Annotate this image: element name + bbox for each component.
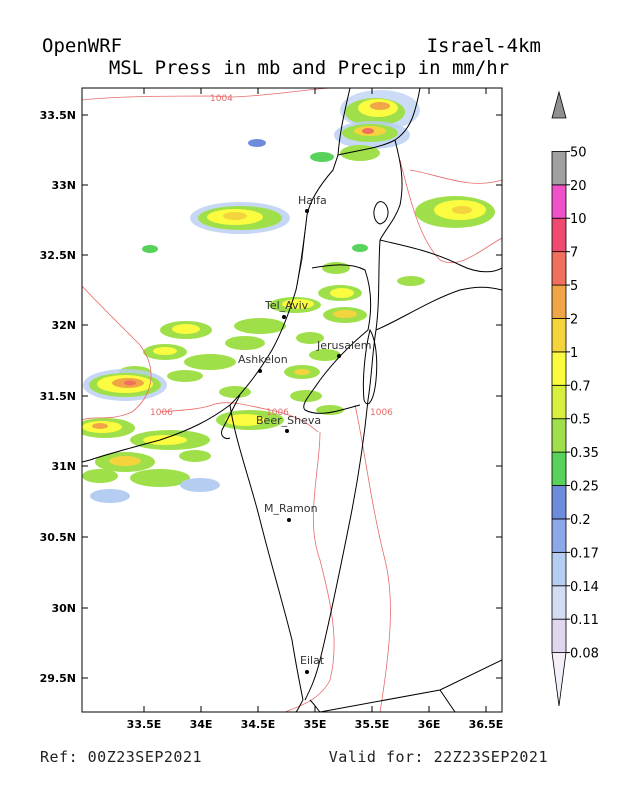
city-label-haifa: Haifa <box>298 194 327 207</box>
precip-field <box>82 90 495 503</box>
map-frame <box>81 87 503 713</box>
city-label-beer-sheva: Beer_Sheva <box>256 414 321 427</box>
colorbar-swatch <box>551 451 567 486</box>
x-tick-label: 36.5E <box>469 718 504 731</box>
colorbar-label: 7 <box>570 246 578 261</box>
colorbar-label: 0.11 <box>570 613 599 628</box>
colorbar-swatch <box>551 518 567 553</box>
colorbar-label: 0.08 <box>570 647 599 662</box>
city-label-tel-aviv: Tel_Aviv <box>264 299 309 312</box>
colorbar-label: 2 <box>570 312 578 327</box>
y-tick-label: 30.5N <box>40 531 76 544</box>
precip-cell-central <box>119 285 367 415</box>
colorbar-label: 10 <box>570 212 587 227</box>
city-label-jerusalem: Jerusalem <box>316 339 372 352</box>
colorbar-label: 0.25 <box>570 480 599 495</box>
colorbar-label: 5 <box>570 279 578 294</box>
colorbar-swatch <box>551 618 567 653</box>
city-dot <box>258 369 262 373</box>
map-background <box>82 88 502 712</box>
colorbar-label: 0.2 <box>570 513 591 528</box>
x-tick-label: 33.5E <box>127 718 162 731</box>
x-tick-labels: 33.5E 34E 34.5E 35E 35.5E 36E 36.5E <box>127 718 504 731</box>
x-tick-label: 35E <box>304 718 327 731</box>
city-label-m-ramon: M_Ramon <box>264 502 318 515</box>
colorbar-label: 0.35 <box>570 446 599 461</box>
city-dot <box>285 429 289 433</box>
y-tick-label: 32.5N <box>40 249 76 262</box>
contour-labels: 1004 1006 1006 1006 <box>150 94 393 418</box>
y-tick-label: 33.5N <box>40 109 76 122</box>
x-tick-label: 35.5E <box>355 718 390 731</box>
city-markers: Haifa Tel_Aviv Jerusalem Ashkelon Beer_S… <box>238 194 372 674</box>
coastal-line <box>295 214 308 291</box>
colorbar-label: 0.7 <box>570 379 591 394</box>
colorbar-label: 20 <box>570 179 587 194</box>
colorbar-swatch <box>551 652 567 707</box>
colorbar-swatch <box>551 251 567 286</box>
domain-title: Israel-4km <box>426 35 541 57</box>
colorbar-swatch <box>551 351 567 386</box>
y-tick-labels: 33.5N 33N 32.5N 32N 31.5N 31N 30.5N 30N … <box>40 109 76 685</box>
x-tick-label: 34.5E <box>241 718 276 731</box>
colorbar-label: 0.5 <box>570 413 591 428</box>
colorbar-label: 1 <box>570 346 578 361</box>
y-tick-label: 29.5N <box>40 672 76 685</box>
city-label-eilat: Eilat <box>300 654 325 667</box>
y-tick-label: 30N <box>51 602 76 615</box>
axis-ticks <box>82 88 502 712</box>
colorbar-swatch <box>551 551 567 587</box>
footer-valid: Valid for: 22Z23SEP2021 <box>328 748 548 766</box>
model-title: OpenWRF <box>42 35 123 57</box>
y-tick-label: 33N <box>51 179 76 192</box>
y-tick-label: 31.5N <box>40 390 76 403</box>
colorbar-swatch <box>551 151 567 186</box>
chart-subtitle: MSL Press in mb and Precip in mm/hr <box>108 57 510 79</box>
colorbar-swatch <box>551 90 567 119</box>
city-label-ashkelon: Ashkelon <box>238 353 288 366</box>
colorbar-swatch <box>551 217 567 253</box>
colorbar-label: 50 <box>570 145 587 160</box>
x-tick-label: 34E <box>190 718 213 731</box>
colorbar-label: 0.14 <box>570 580 599 595</box>
contour-label: 1006 <box>150 408 173 418</box>
contour-label: 1004 <box>210 94 233 104</box>
colorbar-swatch <box>551 384 567 420</box>
footer-ref: Ref: 00Z23SEP2021 <box>40 748 203 766</box>
colorbar-swatch <box>551 585 567 620</box>
colorbar: 0.08 0.11 0.14 0.17 0.2 0.25 0.35 0.5 0.7 1 2 5 7 10 2… <box>551 90 599 707</box>
colorbar-swatch <box>551 318 567 353</box>
colorbar-swatch <box>551 284 567 319</box>
city-dot <box>305 670 309 674</box>
city-dot <box>337 354 341 358</box>
precip-cell-haifa-offshore <box>142 196 495 286</box>
precip-cell-southwest <box>82 369 284 503</box>
city-dot <box>282 315 286 319</box>
borders <box>82 88 502 712</box>
colorbar-swatch <box>551 184 567 219</box>
colorbar-swatch <box>551 485 567 520</box>
x-tick-label: 36E <box>418 718 441 731</box>
y-tick-label: 32N <box>51 319 76 332</box>
colorbar-label: 0.17 <box>570 546 599 561</box>
colorbar-swatch <box>551 418 567 453</box>
contour-label: 1006 <box>266 408 289 418</box>
contour-label: 1006 <box>370 408 393 418</box>
isobar-contours <box>82 88 502 712</box>
city-dot <box>287 518 291 522</box>
y-tick-label: 31N <box>51 460 76 473</box>
city-dot <box>305 209 309 213</box>
